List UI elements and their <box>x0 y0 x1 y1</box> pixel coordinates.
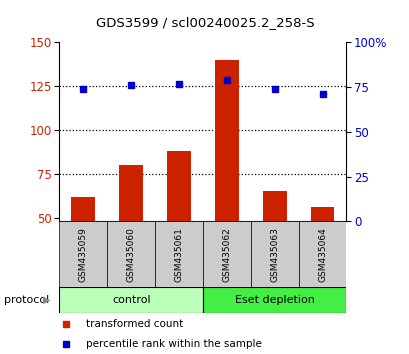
Text: GSM435060: GSM435060 <box>126 227 135 282</box>
Text: GSM435064: GSM435064 <box>317 228 326 282</box>
Bar <box>59 221 107 289</box>
Text: GSM435062: GSM435062 <box>222 228 231 282</box>
Bar <box>298 221 346 289</box>
Bar <box>71 197 95 221</box>
Text: ▶: ▶ <box>43 295 51 305</box>
Text: protocol: protocol <box>4 295 49 305</box>
Bar <box>59 287 202 313</box>
Bar <box>250 221 298 289</box>
Text: GSM435059: GSM435059 <box>79 227 88 282</box>
Text: GSM435063: GSM435063 <box>270 227 279 282</box>
Bar <box>119 165 143 221</box>
Bar <box>167 151 191 221</box>
Text: GDS3599 / scl00240025.2_258-S: GDS3599 / scl00240025.2_258-S <box>95 16 314 29</box>
Bar <box>262 192 286 221</box>
Bar <box>202 287 346 313</box>
Text: transformed count: transformed count <box>85 319 182 329</box>
Text: percentile rank within the sample: percentile rank within the sample <box>85 339 261 349</box>
Bar <box>202 221 250 289</box>
Text: Eset depletion: Eset depletion <box>234 295 314 305</box>
Text: control: control <box>112 295 150 305</box>
Bar <box>155 221 202 289</box>
Bar <box>310 207 334 221</box>
Text: GSM435061: GSM435061 <box>174 227 183 282</box>
Bar <box>107 221 155 289</box>
Bar <box>214 60 238 221</box>
